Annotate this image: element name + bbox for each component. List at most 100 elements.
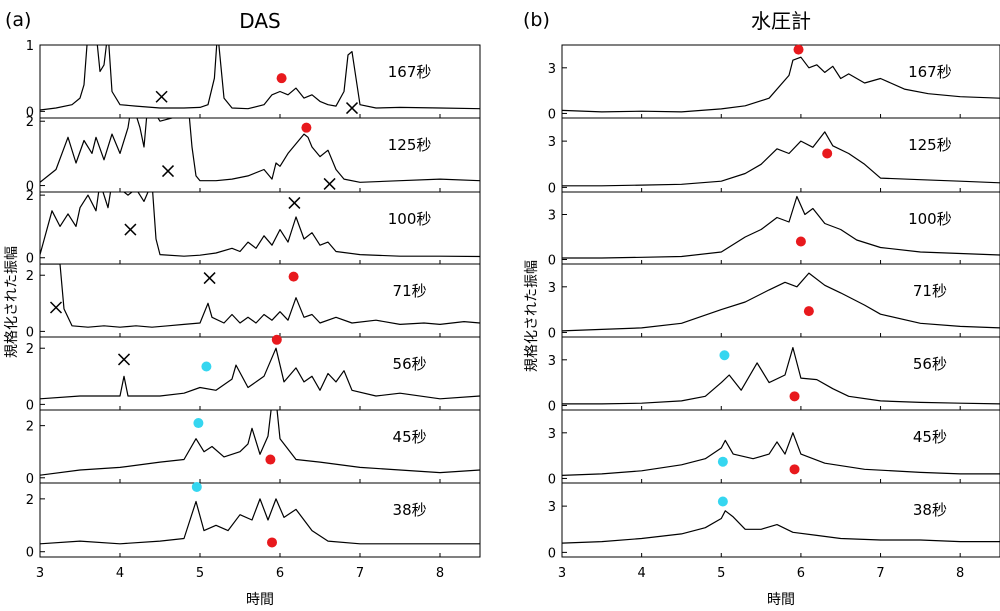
cyan-dot-marker [717, 456, 728, 467]
panel-a-xlabel: 時間 [246, 592, 274, 608]
y-tick-label: 3 [548, 500, 556, 515]
y-tick-label: 3 [548, 354, 556, 369]
das-trace-line [40, 192, 480, 258]
das-trace-line [40, 498, 480, 545]
red-dot-marker [267, 537, 277, 548]
cyan-dot-marker [201, 361, 212, 372]
cross-marker [203, 272, 216, 285]
period-label: 38秒 [913, 501, 947, 519]
wp-trace-line [562, 272, 1000, 332]
x-tick-label: 3 [36, 566, 44, 581]
red-dot-marker [822, 148, 833, 159]
red-dot-marker [301, 122, 312, 133]
red-dot-marker [789, 464, 800, 475]
wp-subplot-frame [561, 191, 1000, 265]
wp-subplot-5: 0 3 56秒 [548, 336, 1000, 414]
wp-trace-line [562, 510, 1000, 544]
das-trace-line [40, 410, 480, 476]
period-label: 100秒 [908, 210, 952, 228]
das-subplot-6: 0 2 45秒 [26, 409, 481, 487]
y-tick-label: 0 [26, 472, 34, 487]
y-tick-label: 0 [548, 254, 556, 269]
x-tick-label: 7 [356, 566, 364, 581]
x-tick-label: 6 [276, 566, 284, 581]
x-tick-label: 3 [558, 566, 566, 581]
das-subplot-4: 0 2 71秒 [26, 263, 481, 340]
y-tick-label: 0 [26, 546, 34, 561]
das-trace-line [40, 264, 480, 328]
y-tick-label: 3 [548, 281, 556, 296]
y-tick-label: 3 [548, 209, 556, 224]
das-subplot-frame [39, 409, 481, 484]
red-dot-marker [288, 271, 299, 282]
x-tick-label: 8 [956, 566, 964, 581]
wp-subplot-2: 0 3 125秒 [548, 117, 1000, 196]
wp-subplot-frame [561, 482, 1000, 558]
red-dot-marker [793, 44, 804, 55]
period-label: 100秒 [388, 210, 432, 228]
cyan-dot-marker [717, 496, 728, 507]
period-label: 56秒 [913, 355, 947, 373]
cyan-dot-marker [719, 350, 730, 361]
period-label: 167秒 [908, 63, 952, 81]
wp-subplot-4: 0 3 71秒 [548, 263, 1000, 341]
das-trace-line [40, 118, 480, 183]
red-dot-marker [789, 391, 800, 402]
das-subplot-7: 0 2 38秒 [26, 481, 481, 561]
y-tick-label: 2 [26, 420, 34, 435]
y-tick-label: 2 [26, 269, 34, 284]
period-label: 45秒 [913, 428, 947, 446]
cross-marker [124, 223, 137, 236]
wp-subplot-frame [561, 263, 1000, 338]
das-subplot-frame [39, 482, 481, 558]
red-dot-marker [795, 236, 806, 247]
panel-b-xlabel: 時間 [767, 592, 795, 608]
red-dot-marker [271, 334, 282, 345]
y-tick-label: 0 [548, 399, 556, 414]
cross-marker [117, 353, 131, 366]
y-tick-label: 2 [26, 342, 34, 357]
y-tick-label: 3 [548, 62, 556, 77]
y-tick-label: 0 [548, 472, 556, 487]
y-tick-label: 0 [548, 326, 556, 341]
das-trace-line [40, 45, 480, 111]
cross-marker [49, 301, 63, 314]
y-tick-label: 3 [548, 427, 556, 442]
period-label: 56秒 [393, 355, 427, 373]
panel-a-letter: (a) [5, 9, 31, 31]
y-tick-label: 2 [26, 493, 34, 508]
y-tick-label: 0 [548, 181, 556, 196]
wp-trace-line [562, 195, 1000, 259]
period-label: 71秒 [393, 282, 427, 300]
x-tick-label: 6 [797, 566, 805, 581]
y-tick-label: 0 [548, 107, 556, 122]
x-tick-label: 4 [637, 566, 645, 581]
wp-trace-line [562, 131, 1000, 187]
wp-subplot-frame [561, 44, 1000, 119]
red-dot-marker [276, 73, 287, 84]
y-tick-label: 2 [26, 189, 34, 204]
panel-b-letter: (b) [523, 9, 550, 31]
wp-subplot-7: 0 3 38秒 [548, 482, 1000, 561]
wp-subplot-3: 0 3 100秒 [548, 191, 1000, 269]
das-subplot-5: 0 2 56秒 [26, 334, 481, 413]
wp-subplot-1: 0 3 167秒 [548, 44, 1000, 122]
wp-trace-line [562, 347, 1000, 405]
das-trace-line [40, 347, 480, 400]
panel-b-ylabel: 規格化された振幅 [524, 260, 540, 372]
y-tick-label: 3 [548, 135, 556, 150]
wp-subplot-frame [561, 336, 1000, 411]
wp-trace-line [562, 56, 1000, 113]
x-tick-label: 5 [196, 566, 204, 581]
das-subplot-frame [39, 336, 481, 411]
x-tick-label: 8 [436, 566, 444, 581]
x-tick-label: 5 [717, 566, 725, 581]
cyan-dot-marker [191, 481, 202, 492]
panel-a-ylabel: 規格化された振幅 [4, 246, 20, 358]
das-subplot-1: 0 1 167秒 [26, 39, 481, 120]
wp-subplot-frame [561, 117, 1000, 193]
wp-subplot-6: 0 3 45秒 [548, 409, 1000, 487]
cross-marker [345, 102, 359, 115]
